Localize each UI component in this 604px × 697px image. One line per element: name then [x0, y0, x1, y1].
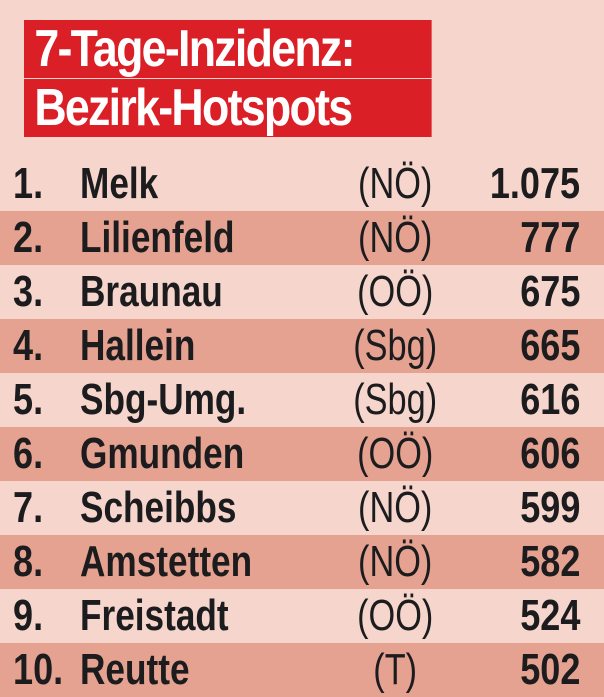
district-name: Melk — [80, 159, 159, 208]
table-row: 5. Sbg-Umg. (Sbg) 616 — [0, 373, 604, 427]
incidence-value: 606 — [519, 429, 580, 478]
district-name: Amstetten — [80, 537, 253, 586]
incidence-value: 616 — [519, 375, 580, 424]
incidence-value: 675 — [519, 267, 580, 316]
state-abbrev: (T) — [373, 645, 418, 694]
incidence-value: 582 — [519, 537, 580, 586]
incidence-value: 502 — [519, 645, 580, 694]
district-name: Freistadt — [80, 591, 229, 640]
rank: 2. — [13, 213, 44, 262]
state-abbrev: (OÖ) — [357, 267, 434, 316]
title-line-2: Bezirk-Hotspots — [24, 79, 432, 137]
hotspot-table: 1. Melk (NÖ) 1.075 2. Lilienfeld (NÖ) 77… — [0, 157, 604, 697]
table-row: 4. Hallein (Sbg) 665 — [0, 319, 604, 373]
rank: 10. — [13, 645, 64, 694]
table-row: 2. Lilienfeld (NÖ) 777 — [0, 211, 604, 265]
incidence-value: 599 — [519, 483, 580, 532]
rank: 6. — [13, 429, 44, 478]
incidence-value: 665 — [519, 321, 580, 370]
district-name: Scheibbs — [80, 483, 237, 532]
table-row: 8. Amstetten (NÖ) 582 — [0, 535, 604, 589]
table-row: 3. Braunau (OÖ) 675 — [0, 265, 604, 319]
state-abbrev: (OÖ) — [357, 429, 434, 478]
state-abbrev: (Sbg) — [353, 375, 438, 424]
rank: 5. — [13, 375, 44, 424]
table-row: 9. Freistadt (OÖ) 524 — [0, 589, 604, 643]
district-name: Lilienfeld — [80, 213, 235, 262]
district-name: Gmunden — [80, 429, 245, 478]
rank: 3. — [13, 267, 44, 316]
state-abbrev: (Sbg) — [353, 321, 438, 370]
rank: 9. — [13, 591, 44, 640]
rank: 7. — [13, 483, 44, 532]
district-name: Sbg-Umg. — [80, 375, 247, 424]
incidence-value: 1.075 — [489, 159, 580, 208]
title-block: 7-Tage-Inzidenz: Bezirk-Hotspots — [24, 20, 498, 137]
incidence-value: 524 — [519, 591, 580, 640]
table-row: 7. Scheibbs (NÖ) 599 — [0, 481, 604, 535]
rank: 1. — [13, 159, 44, 208]
state-abbrev: (NÖ) — [358, 159, 433, 208]
state-abbrev: (NÖ) — [358, 483, 433, 532]
rank: 4. — [13, 321, 44, 370]
table-row: 10. Reutte (T) 502 — [0, 643, 604, 697]
incidence-value: 777 — [519, 213, 580, 262]
state-abbrev: (NÖ) — [358, 213, 433, 262]
table-row: 1. Melk (NÖ) 1.075 — [0, 157, 604, 211]
district-name: Reutte — [80, 645, 190, 694]
table-row: 6. Gmunden (OÖ) 606 — [0, 427, 604, 481]
state-abbrev: (OÖ) — [357, 591, 434, 640]
district-name: Braunau — [80, 267, 223, 316]
district-name: Hallein — [80, 321, 196, 370]
rank: 8. — [13, 537, 44, 586]
title-line-1: 7-Tage-Inzidenz: — [24, 20, 432, 78]
state-abbrev: (NÖ) — [358, 537, 433, 586]
